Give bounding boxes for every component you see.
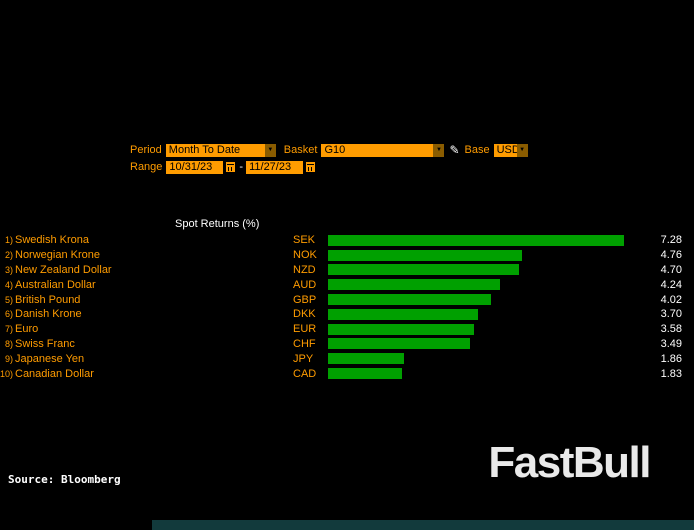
spot-return-bar [328, 308, 479, 320]
chart-row: 7) Euro EUR 3.58 [0, 322, 694, 337]
bar-track [328, 249, 624, 261]
chart-row: 9) Japanese Yen JPY 1.86 [0, 351, 694, 366]
row-value: 4.02 [660, 293, 682, 306]
calendar-icon[interactable] [305, 161, 317, 173]
basket-value: G10 [324, 143, 346, 156]
row-index: 3) [4, 264, 13, 275]
bottom-strip [152, 520, 694, 530]
currency-name: Swiss Franc [15, 337, 75, 350]
bar-track [328, 323, 624, 335]
row-value: 3.70 [660, 308, 682, 321]
row-value: 4.70 [660, 263, 682, 276]
spot-return-bar [328, 353, 404, 365]
fastbull-logo: FastBull [488, 438, 651, 487]
currency-name: Australian Dollar [15, 278, 96, 291]
spot-return-bar [328, 264, 520, 276]
chart-row: 2) Norwegian Krone NOK 4.76 [0, 248, 694, 263]
row-index: 1) [4, 235, 13, 246]
base-label: Base [464, 144, 490, 156]
chevron-down-icon[interactable] [516, 143, 528, 157]
bar-track [328, 338, 624, 350]
chart-row: 8) Swiss Franc CHF 3.49 [0, 337, 694, 352]
basket-label: Basket [283, 144, 318, 156]
currency-name: British Pound [15, 293, 81, 306]
currency-code: NZD [293, 263, 316, 276]
spot-return-bar [328, 234, 624, 246]
currency-name: Japanese Yen [15, 352, 85, 365]
row-index: 7) [4, 324, 13, 335]
spot-return-bar [328, 294, 492, 306]
controls-row-1: Period Month To Date Basket G10 Base USD [130, 143, 528, 157]
period-label: Period [130, 144, 162, 156]
currency-code: AUD [293, 278, 317, 291]
bar-track [328, 234, 624, 246]
row-index: 6) [4, 309, 13, 320]
chevron-down-icon[interactable] [433, 143, 445, 157]
chevron-down-icon[interactable] [264, 143, 276, 157]
bar-track [328, 368, 624, 380]
bar-track [328, 308, 624, 320]
currency-name: Euro [15, 323, 39, 336]
currency-code: CHF [293, 337, 316, 350]
currency-code: GBP [293, 293, 317, 306]
base-dropdown[interactable]: USD [493, 143, 528, 157]
base-value: USD [496, 143, 517, 156]
calendar-icon[interactable] [225, 161, 237, 173]
row-index: 2) [4, 250, 13, 261]
row-value: 4.24 [660, 278, 682, 291]
currency-code: DKK [293, 308, 316, 321]
bar-track [328, 279, 624, 291]
currency-name: Swedish Krona [15, 234, 89, 247]
chart-row: 3) New Zealand Dollar NZD 4.70 [0, 263, 694, 278]
currency-code: CAD [293, 367, 317, 380]
spot-return-bar [328, 279, 501, 291]
period-dropdown[interactable]: Month To Date [165, 143, 276, 157]
row-value: 4.76 [660, 249, 682, 262]
range-start-input[interactable]: 10/31/23 [166, 160, 224, 174]
range-end-input[interactable]: 11/27/23 [246, 160, 304, 174]
chart-row: 4) Australian Dollar AUD 4.24 [0, 277, 694, 292]
currency-code: SEK [293, 234, 316, 247]
chart-row: 5) British Pound GBP 4.02 [0, 292, 694, 307]
chart-row: 6) Danish Krone DKK 3.70 [0, 307, 694, 322]
chart-rows: 1) Swedish Krona SEK 7.28 2) Norwegian K… [0, 233, 694, 381]
chart-row: 10) Canadian Dollar CAD 1.83 [0, 366, 694, 381]
row-index: 10) [0, 368, 14, 379]
row-index: 5) [4, 294, 13, 305]
bar-track [328, 353, 624, 365]
row-index: 8) [4, 338, 13, 349]
chart-title: Spot Returns (%) [175, 218, 260, 230]
spot-return-bar [328, 323, 474, 335]
bar-track [328, 294, 624, 306]
basket-dropdown[interactable]: G10 [321, 143, 445, 157]
spot-return-bar [328, 249, 522, 261]
controls-row-2: Range 10/31/23 - 11/27/23 [130, 160, 317, 174]
currency-name: Danish Krone [15, 308, 82, 321]
row-value: 1.86 [660, 352, 682, 365]
currency-code: NOK [293, 249, 317, 262]
row-value: 3.58 [660, 323, 682, 336]
chart-row: 1) Swedish Krona SEK 7.28 [0, 233, 694, 248]
currency-name: New Zealand Dollar [15, 263, 112, 276]
currency-code: EUR [293, 323, 317, 336]
row-value: 1.83 [660, 367, 682, 380]
row-index: 9) [4, 353, 13, 364]
range-label: Range [130, 161, 163, 173]
row-index: 4) [4, 279, 13, 290]
currency-name: Canadian Dollar [15, 367, 94, 380]
spot-return-bar [328, 338, 470, 350]
range-separator: - [239, 161, 244, 173]
period-value: Month To Date [168, 143, 241, 156]
currency-code: JPY [293, 352, 314, 365]
spot-return-bar [328, 368, 403, 380]
row-value: 3.49 [660, 337, 682, 350]
bar-track [328, 264, 624, 276]
currency-name: Norwegian Krone [15, 249, 100, 262]
source-attribution: Source: Bloomberg [8, 473, 121, 486]
row-value: 7.28 [660, 234, 682, 247]
edit-pencil-icon[interactable] [449, 143, 459, 157]
